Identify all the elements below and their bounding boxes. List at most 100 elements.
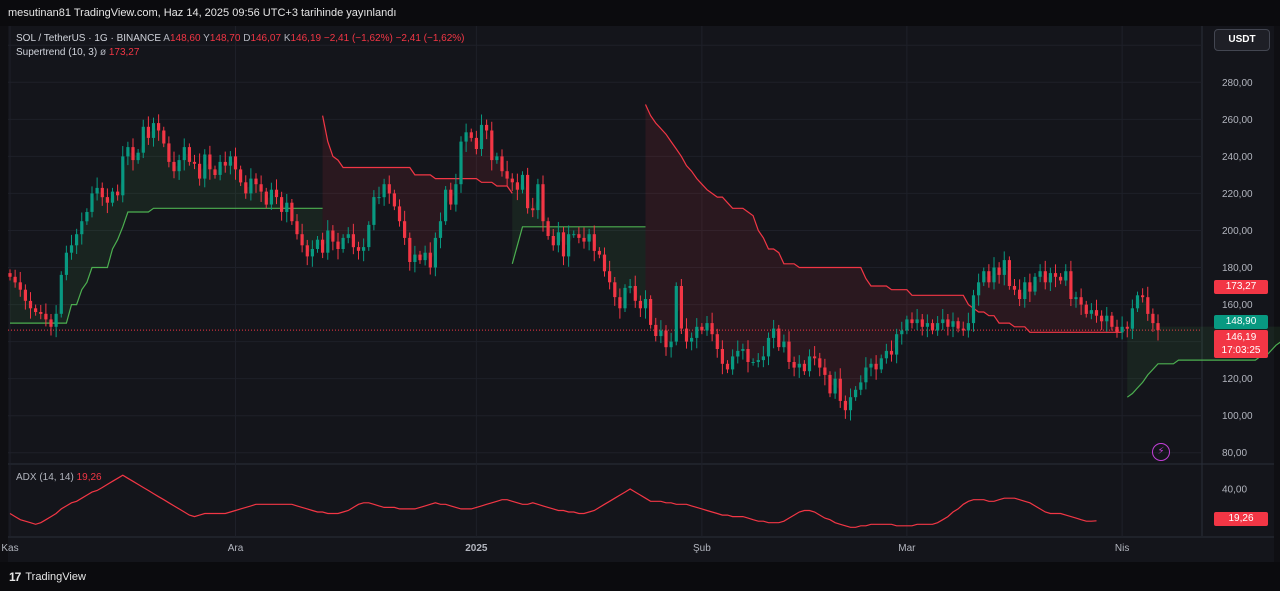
candle-body [44, 313, 48, 320]
candle-body [910, 319, 914, 324]
candle-body [879, 358, 883, 370]
y-tick-label: 80,00 [1222, 448, 1247, 459]
candle-body [413, 254, 417, 262]
candle-body [362, 247, 366, 251]
candle-body [100, 187, 104, 198]
candle-body [346, 234, 350, 238]
candle-body [997, 267, 1001, 275]
candle-body [75, 234, 79, 246]
candle-body [280, 197, 284, 212]
candle-body [90, 193, 94, 212]
candle-body [649, 299, 653, 325]
candle-body [382, 184, 386, 198]
candle-body [423, 252, 427, 261]
supertrend-fill-down [645, 104, 1123, 406]
candle-body [397, 206, 402, 222]
candle-body [110, 191, 115, 203]
candle-body [813, 356, 817, 359]
candle-body [310, 249, 314, 257]
candle-body [198, 163, 202, 179]
candle-body [157, 123, 161, 131]
candle-body [192, 161, 197, 164]
candle-body [172, 161, 176, 172]
candle-body [1094, 310, 1099, 316]
supertrend-line-down [644, 104, 1123, 333]
candle-body [177, 160, 181, 172]
chart-frame [8, 26, 1274, 562]
candle-body [1115, 326, 1119, 333]
candle-body [64, 252, 68, 275]
tradingview-brand: TradingView [25, 571, 86, 583]
supertrend-value: 173,27 [108, 47, 140, 58]
x-tick-label: Kas [1, 543, 18, 554]
candle-body [582, 237, 586, 242]
candle-body [121, 156, 125, 196]
candle-body [490, 130, 494, 161]
candle-body [787, 341, 791, 362]
candle-body [1043, 271, 1047, 283]
candle-body [274, 189, 279, 198]
candle-body [1033, 276, 1037, 292]
candle-body [766, 337, 771, 357]
candle-body [162, 130, 166, 144]
candle-body [597, 250, 601, 255]
candle-body [848, 397, 853, 411]
eye-slash-icon[interactable]: ø [99, 47, 107, 58]
symbol-legend[interactable]: SOL / TetherUS · 1G · BINANCE A148,60 Y1… [16, 32, 465, 60]
y-tick-label: 100,00 [1222, 411, 1253, 422]
candle-body [485, 124, 489, 131]
candle-body [105, 197, 109, 203]
x-tick-label: Ara [228, 543, 244, 554]
candle-body [146, 126, 150, 138]
candle-body [905, 319, 909, 331]
candle-body [449, 189, 453, 205]
candle-body [577, 234, 581, 238]
adx-price-tag: 19,26 [1214, 512, 1268, 526]
candle-body [674, 286, 678, 342]
supertrend-fill-down [322, 115, 513, 261]
candle-body [1007, 260, 1011, 286]
candle-body [392, 193, 396, 207]
candle-body [34, 308, 38, 312]
y-tick-label: 120,00 [1222, 374, 1253, 385]
candle-body [254, 178, 258, 185]
adx-legend[interactable]: ADX (14, 14) 19,26 [16, 472, 102, 483]
lightning-icon[interactable]: ⚡ [1152, 443, 1170, 461]
candle-body [654, 324, 658, 336]
candle-body [731, 356, 735, 370]
currency-button[interactable]: USDT [1214, 29, 1270, 51]
candle-body [18, 282, 22, 290]
candle-body [141, 126, 145, 153]
candle-body [792, 362, 796, 368]
candle-body [167, 143, 171, 162]
candle-body [828, 374, 832, 394]
candle-body [930, 323, 935, 331]
candle-body [1105, 315, 1109, 322]
candle-body [541, 184, 545, 222]
publish-header: mesutinan81 TradingView.com, Haz 14, 202… [0, 0, 1280, 26]
candle-body [510, 178, 514, 183]
candle-body [1151, 313, 1155, 324]
tradingview-logo[interactable]: 17 TradingView [9, 570, 86, 584]
candle-body [116, 191, 120, 196]
candle-body [802, 363, 806, 372]
candle-body [8, 273, 12, 277]
countdown-value: 17:03:25 [1221, 345, 1261, 356]
candle-body [966, 323, 970, 331]
last-price-tag: 146,19 17:03:25 [1214, 330, 1268, 358]
candle-body [85, 212, 89, 222]
candle-body [203, 154, 207, 179]
candle-body [956, 321, 960, 329]
candle-body [608, 271, 612, 283]
supertrend-price-tag: 173,27 [1214, 280, 1268, 294]
candle-body [669, 341, 673, 348]
candle-body [444, 189, 448, 222]
candle-body [679, 286, 683, 329]
candle-body [1089, 310, 1093, 314]
supertrend-line-up [511, 226, 646, 264]
candle-body [187, 147, 191, 162]
candle-body [946, 319, 950, 327]
candle-body [971, 295, 976, 324]
candle-body [695, 326, 699, 338]
